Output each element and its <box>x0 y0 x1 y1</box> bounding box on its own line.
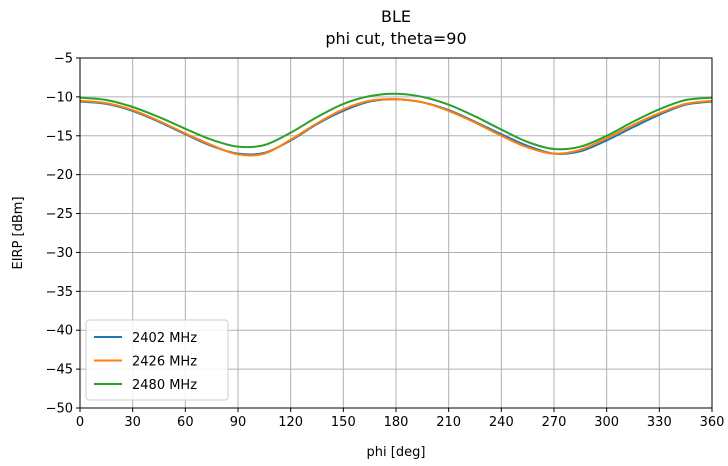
y-tick-label: −35 <box>46 285 73 300</box>
y-axis-label: EIRP [dBm] <box>11 196 26 269</box>
legend-label: 2480 MHz <box>132 378 197 393</box>
x-tick-label: 270 <box>542 415 567 430</box>
x-tick-label: 150 <box>331 415 356 430</box>
x-tick-label: 240 <box>489 415 514 430</box>
y-tick-label: −50 <box>46 402 73 417</box>
y-tick-label: −45 <box>46 363 73 378</box>
legend-label: 2426 MHz <box>132 355 197 370</box>
y-axis: −50 −45 −40 −35 −30 −25 −20 −15 −10 −5 <box>46 52 80 417</box>
x-tick-label: 300 <box>594 415 619 430</box>
series-lines <box>79 92 713 157</box>
x-axis: 0 30 60 90 120 150 180 210 240 270 300 330 360 <box>76 408 725 430</box>
y-tick-label: −25 <box>46 207 73 222</box>
x-tick-label: 60 <box>177 415 194 430</box>
legend: 2402 MHz 2426 MHz 2480 MHz <box>85 319 229 401</box>
x-tick-label: 210 <box>436 415 461 430</box>
y-tick-label: −20 <box>46 168 73 183</box>
y-tick-label: −5 <box>54 52 73 67</box>
x-tick-label: 30 <box>124 415 141 430</box>
y-tick-label: −40 <box>46 324 73 339</box>
series-line-1 <box>79 98 713 157</box>
x-tick-label: 180 <box>384 415 409 430</box>
legend-box <box>85 319 229 401</box>
series-line-2 <box>79 92 713 151</box>
x-axis-label: phi [deg] <box>367 445 426 460</box>
plot-frame <box>79 57 713 409</box>
x-tick-label: 90 <box>230 415 247 430</box>
y-tick-label: −30 <box>46 246 73 261</box>
y-tick-label: −10 <box>46 90 73 105</box>
x-tick-label: 330 <box>647 415 672 430</box>
x-tick-label: 0 <box>76 415 84 430</box>
x-tick-label: 120 <box>278 415 303 430</box>
legend-label: 2402 MHz <box>132 331 197 346</box>
x-tick-label: 360 <box>700 415 725 430</box>
y-tick-label: −15 <box>46 129 73 144</box>
chart-title: BLE <box>381 7 411 26</box>
chart-subtitle: phi cut, theta=90 <box>325 29 466 48</box>
